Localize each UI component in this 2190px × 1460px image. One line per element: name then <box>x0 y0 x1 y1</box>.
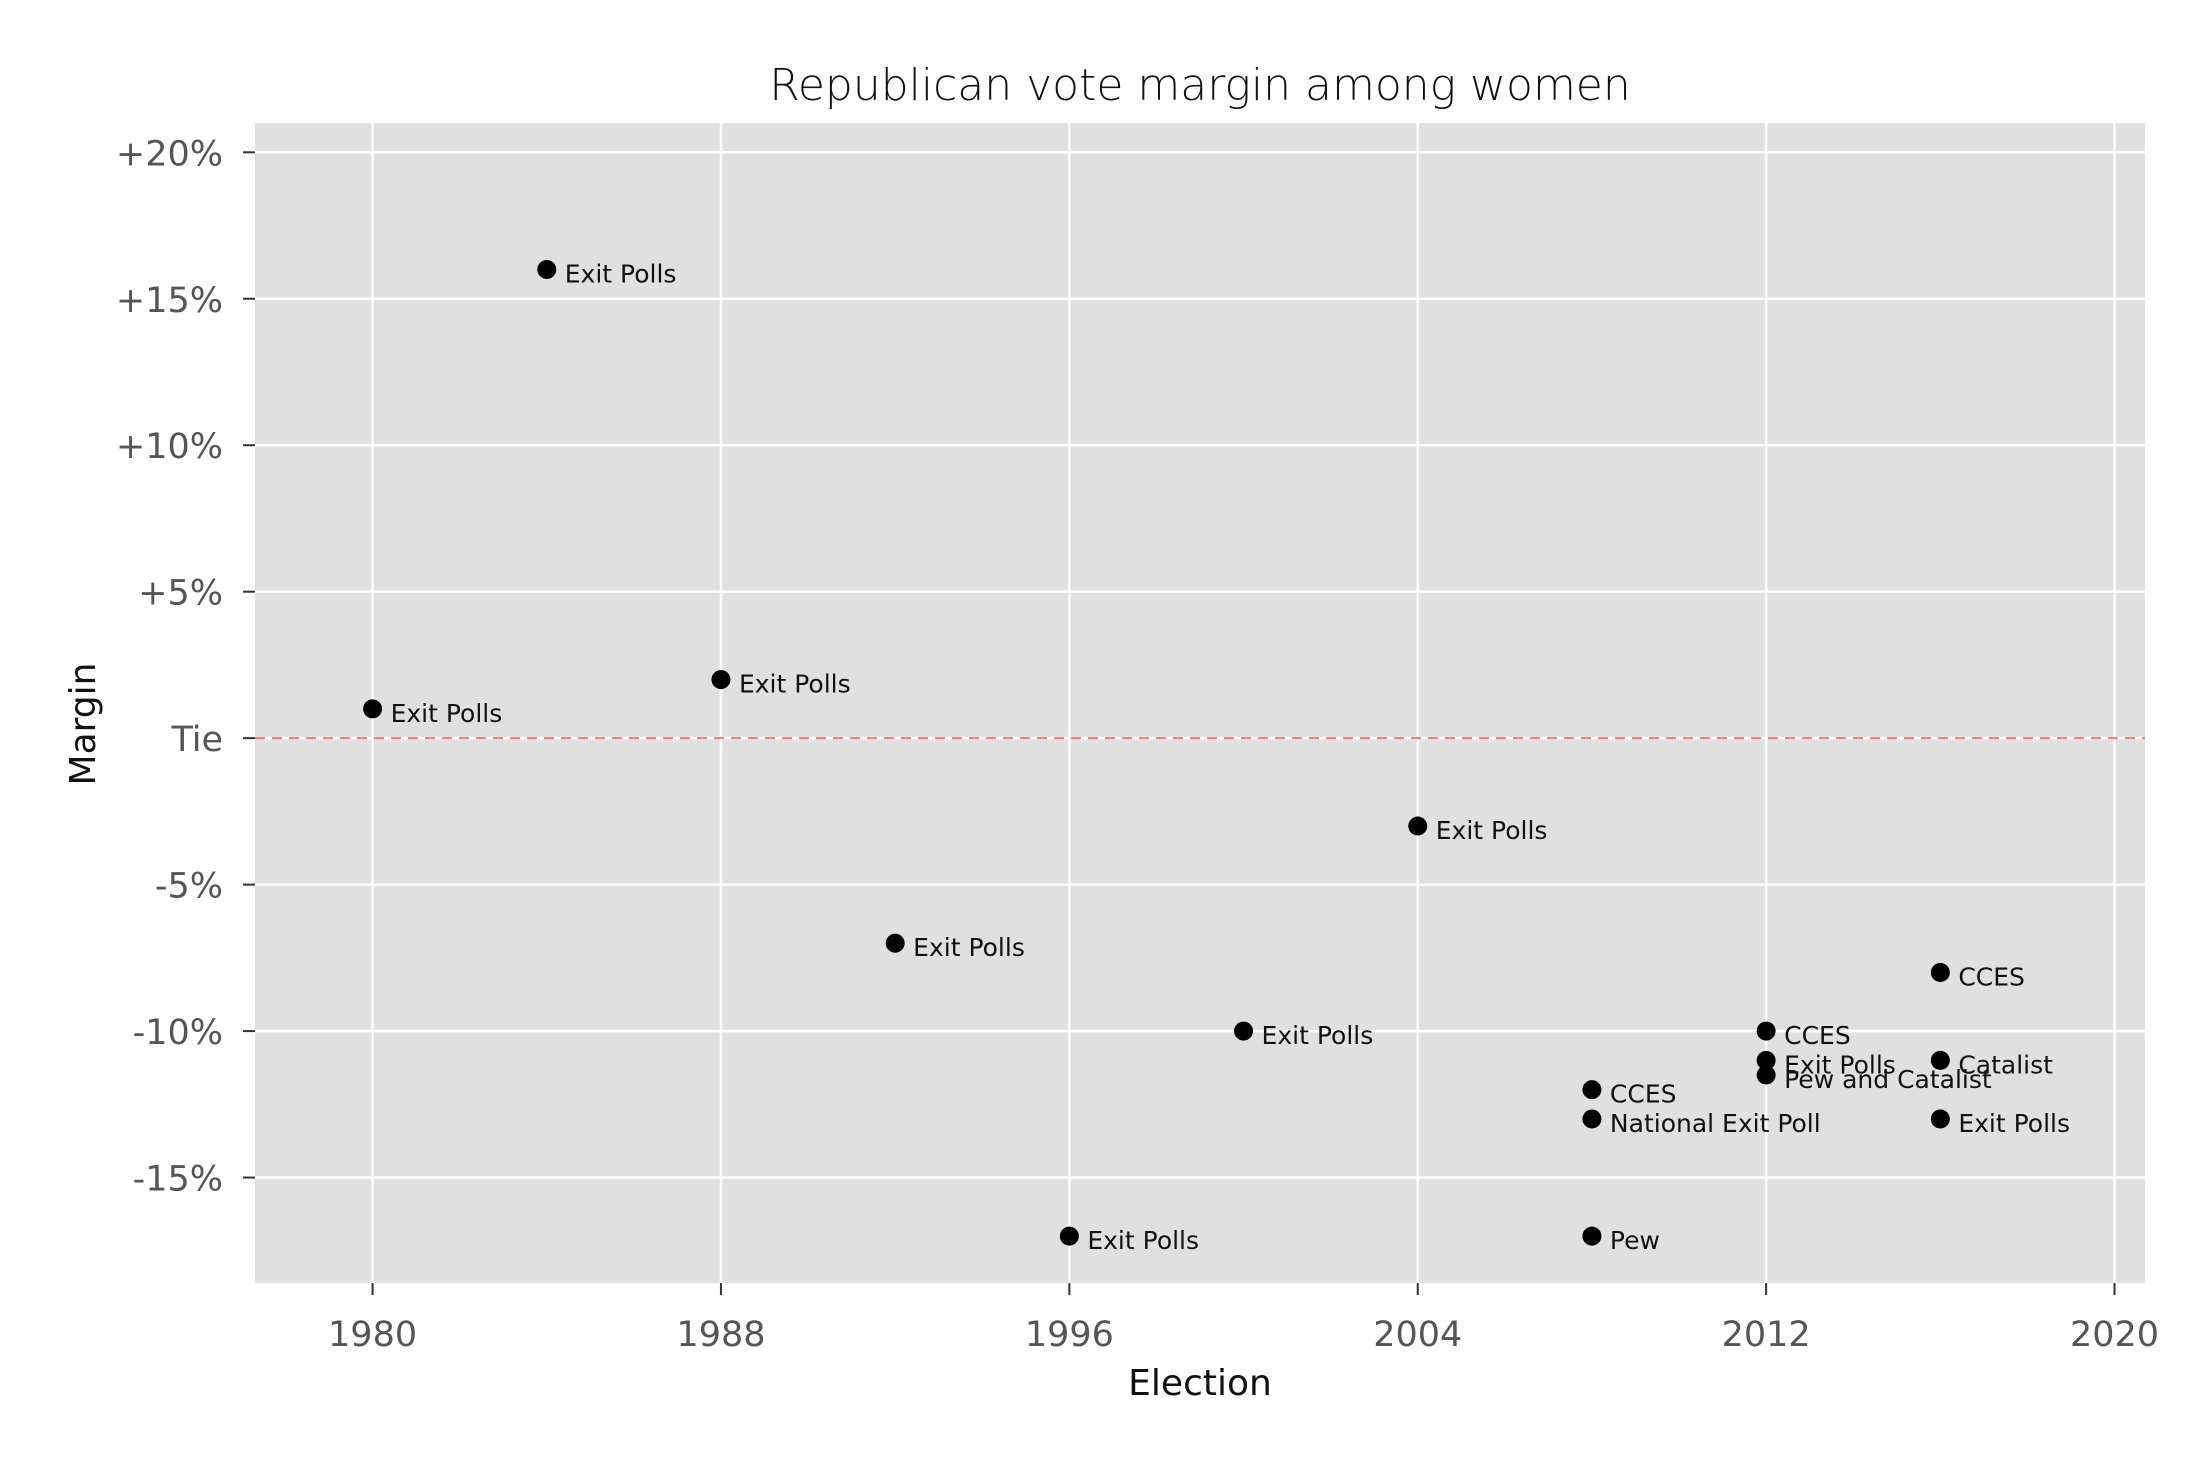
data-point-label: CCES <box>1784 1021 1851 1050</box>
data-point <box>885 933 905 953</box>
y-tick-label: +10% <box>116 427 223 467</box>
y-tick-label: -15% <box>133 1160 223 1200</box>
data-point-label: Catalist <box>1958 1050 2053 1079</box>
y-tick-label: Tie <box>170 720 223 760</box>
y-tick-label: +5% <box>138 574 223 614</box>
y-axis-title: Margin <box>63 663 104 786</box>
data-point-label: Exit Polls <box>1958 1109 2070 1138</box>
data-point-label: Exit Polls <box>1262 1021 1374 1050</box>
data-point <box>537 259 557 279</box>
data-points: Exit Polls Exit Polls Exit Polls Exit Polls… <box>363 259 2070 1255</box>
data-point <box>1582 1080 1602 1100</box>
y-tick-label: +20% <box>116 134 223 174</box>
data-point <box>1408 816 1428 836</box>
y-axis: +20% +15% +10% +5% Tie -5% -10% -15% <box>116 134 255 1200</box>
x-tick-label: 2012 <box>1722 1315 1811 1355</box>
data-point <box>1756 1065 1776 1085</box>
data-point <box>1930 962 1950 982</box>
data-point <box>1930 1109 1950 1129</box>
data-point <box>1059 1226 1079 1246</box>
data-point-label: Pew and Catalist <box>1784 1065 1992 1094</box>
x-tick-label: 1996 <box>1025 1315 1114 1355</box>
data-point <box>1234 1021 1254 1041</box>
data-point-label: Exit Polls <box>565 259 677 288</box>
data-point <box>1756 1021 1776 1041</box>
x-gridlines <box>371 123 2116 1283</box>
data-point <box>1582 1226 1602 1246</box>
data-point <box>711 670 731 690</box>
data-point <box>1930 1050 1950 1070</box>
x-axis-title: Election <box>1128 1363 1272 1404</box>
data-point-label: Exit Polls <box>913 933 1025 962</box>
x-tick-label: 1988 <box>676 1315 765 1355</box>
data-point <box>1582 1109 1602 1129</box>
data-point-label: Exit Polls <box>739 670 851 699</box>
data-point <box>363 699 383 719</box>
x-tick-label: 1980 <box>328 1315 417 1355</box>
data-point-label: Pew <box>1610 1226 1660 1255</box>
data-point-label: CCES <box>1958 962 2025 991</box>
x-tick-label: 2020 <box>2070 1315 2159 1355</box>
data-point-label: Exit Polls <box>1784 1050 1896 1079</box>
data-point-label: Exit Polls <box>1087 1226 1199 1255</box>
plot-panel <box>255 123 2145 1283</box>
x-tick-label: 2004 <box>1373 1315 1462 1355</box>
data-point-label: National Exit Poll <box>1610 1109 1821 1138</box>
y-tick-label: -10% <box>133 1013 223 1053</box>
x-axis: 1980 1988 1996 2004 2012 2020 <box>328 1283 2159 1355</box>
y-tick-label: -5% <box>155 867 223 907</box>
data-point-label: Exit Polls <box>391 699 503 728</box>
y-tick-label: +15% <box>116 281 223 321</box>
data-point-label: Exit Polls <box>1436 816 1548 845</box>
chart-title: Republican vote margin among women <box>769 60 1631 111</box>
data-point <box>1756 1050 1776 1070</box>
data-point-label: CCES <box>1610 1080 1677 1109</box>
